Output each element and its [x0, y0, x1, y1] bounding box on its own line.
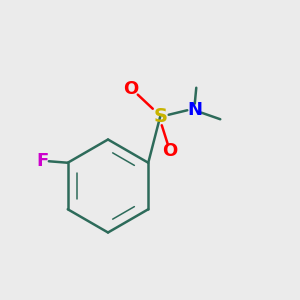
Text: O: O: [162, 142, 177, 160]
Text: N: N: [187, 101, 202, 119]
Text: F: F: [36, 152, 48, 170]
Text: S: S: [153, 107, 167, 126]
Text: O: O: [123, 80, 138, 98]
